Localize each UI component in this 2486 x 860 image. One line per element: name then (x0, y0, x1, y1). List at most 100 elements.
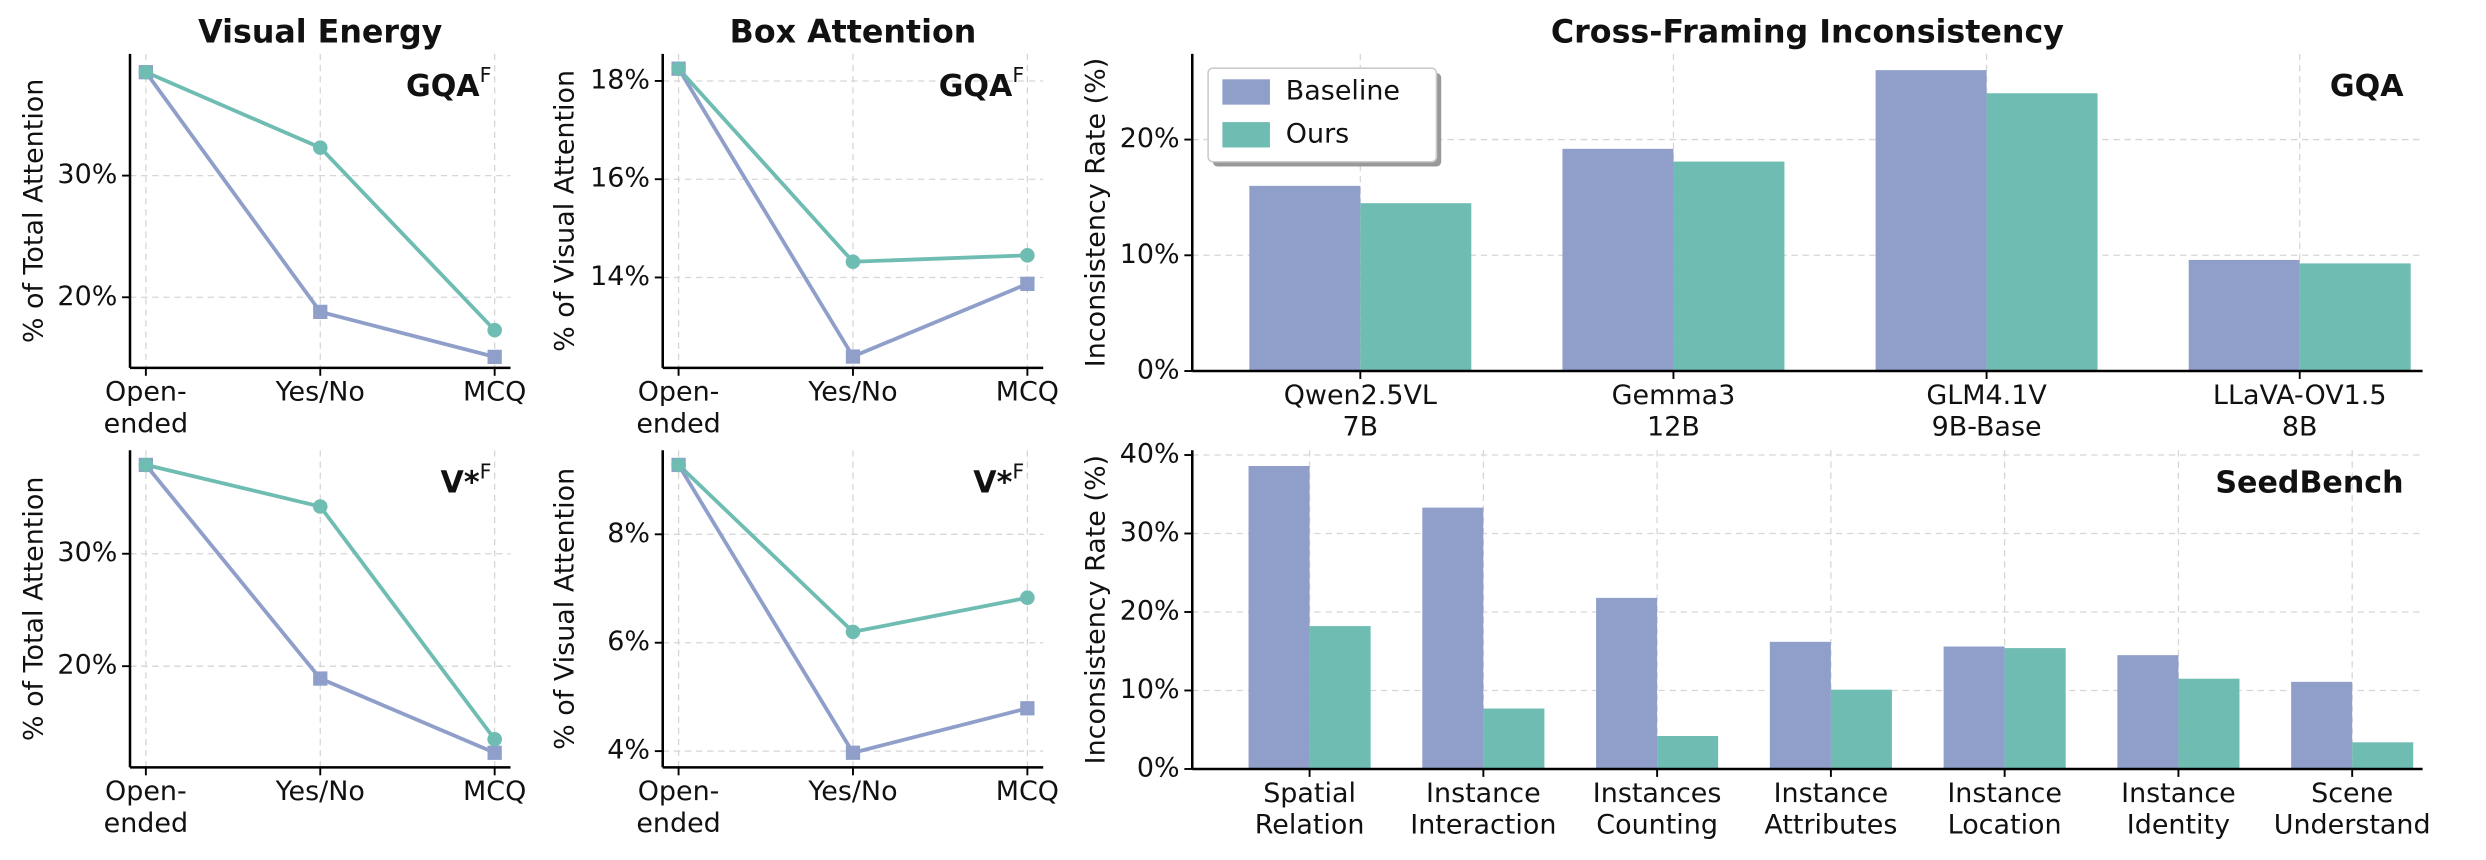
x-tick-label: Open- (105, 377, 187, 408)
annotation-sup: F (1012, 63, 1024, 87)
y-axis-label: Inconsistency Rate (%) (1081, 58, 1112, 367)
x-tick-label: MCQ (463, 776, 526, 807)
annotation: GQA (2330, 69, 2404, 104)
marker (138, 457, 154, 473)
marker (487, 349, 502, 365)
marker (845, 745, 861, 760)
y-axis-label: % of Visual Attention (550, 70, 581, 352)
annotation-text: GQA (939, 69, 1013, 104)
x-tick-label: MCQ (463, 377, 526, 408)
bar (1422, 507, 1484, 769)
legend-label: Baseline (1286, 75, 1400, 106)
y-tick-label: 0% (1137, 355, 1180, 386)
bar (1986, 93, 2098, 372)
marker (487, 731, 502, 747)
legend-label: Ours (1286, 118, 1349, 149)
chart-title: Visual Energy (198, 14, 443, 50)
y-tick-label: 20% (57, 281, 117, 312)
bar (1360, 203, 1472, 372)
x-tick-label: Counting (1596, 810, 1718, 841)
annotation-text: SeedBench (2215, 465, 2403, 500)
x-tick-label: 7B (1343, 412, 1379, 443)
marker (487, 322, 502, 338)
annotation-sup: F (480, 63, 492, 87)
bar (2352, 742, 2414, 769)
x-tick-label: MCQ (996, 776, 1059, 807)
x-tick-label: Spatial (1263, 778, 1356, 809)
marker (1020, 590, 1035, 606)
y-tick-label: 30% (57, 159, 117, 190)
bar (2004, 648, 2066, 769)
marker (845, 254, 861, 270)
x-tick-label: Understand (2274, 810, 2431, 841)
bar (1249, 185, 1361, 372)
x-tick-label: Qwen2.5VL (1284, 380, 1437, 411)
marker (138, 64, 154, 80)
x-tick-label: Instance (2121, 778, 2236, 809)
x-tick-label: Instances (1593, 778, 1722, 809)
annotation-text: GQA (2330, 69, 2404, 104)
bar (2291, 681, 2353, 769)
y-tick-label: 8% (607, 518, 650, 549)
bar (2188, 259, 2300, 372)
marker (671, 61, 686, 76)
bar (2178, 678, 2240, 769)
bar (1248, 465, 1310, 769)
x-tick-label: 8B (2282, 412, 2318, 443)
x-tick-label: Relation (1255, 810, 1365, 841)
x-tick-label: Open- (105, 776, 187, 807)
annotation: SeedBench (2215, 465, 2403, 500)
annotation-text: GQA (406, 69, 480, 104)
annotation: GQAF (406, 63, 491, 104)
marker (313, 671, 328, 686)
chart-title: Box Attention (730, 14, 977, 50)
x-tick-label: Yes/No (275, 776, 365, 807)
y-tick-label: 30% (1120, 517, 1180, 548)
x-tick-label: Open- (638, 776, 720, 807)
bar (1943, 646, 2005, 769)
annotation: V*F (973, 459, 1024, 500)
marker (312, 499, 328, 514)
x-tick-label: Attributes (1764, 810, 1897, 841)
y-tick-label: 10% (1120, 239, 1180, 270)
y-tick-label: 20% (57, 650, 117, 681)
x-tick-label: Location (1948, 810, 2062, 841)
marker (487, 745, 502, 760)
bar (1483, 708, 1545, 769)
y-tick-label: 20% (1120, 595, 1180, 626)
x-tick-label: Yes/No (275, 377, 365, 408)
y-axis-label: Inconsistency Rate (%) (1081, 455, 1112, 764)
annotation-text: V* (441, 465, 480, 500)
annotation-sup: F (1012, 459, 1024, 483)
marker (312, 140, 328, 155)
x-tick-label: Yes/No (807, 377, 897, 408)
y-tick-label: 4% (607, 735, 650, 766)
bar (1673, 161, 1785, 372)
annotation: GQAF (939, 63, 1024, 104)
x-tick-label: ended (104, 408, 188, 439)
marker (671, 457, 686, 473)
y-axis-label: % of Total Attention (18, 477, 49, 741)
legend-swatch (1222, 122, 1270, 148)
x-tick-label: Scene (2311, 778, 2393, 809)
marker (313, 304, 328, 320)
annotation: V*F (441, 459, 492, 500)
annotation-text: V* (973, 465, 1012, 500)
x-tick-label: LLaVA-OV1.5 (2213, 380, 2387, 411)
x-tick-label: GLM4.1V (1926, 380, 2047, 411)
bar (1309, 626, 1371, 769)
y-tick-label: 14% (590, 261, 650, 292)
x-tick-label: 12B (1647, 412, 1700, 443)
y-tick-label: 6% (607, 626, 650, 657)
bar (1875, 70, 1987, 372)
y-tick-label: 0% (1137, 752, 1180, 783)
y-axis-label: % of Visual Attention (550, 468, 581, 750)
y-axis-label: % of Total Attention (18, 79, 49, 343)
bar (1830, 689, 1892, 769)
x-tick-label: Yes/No (807, 776, 897, 807)
marker (845, 624, 861, 640)
x-tick-label: Gemma3 (1612, 380, 1736, 411)
y-tick-label: 30% (57, 537, 117, 568)
